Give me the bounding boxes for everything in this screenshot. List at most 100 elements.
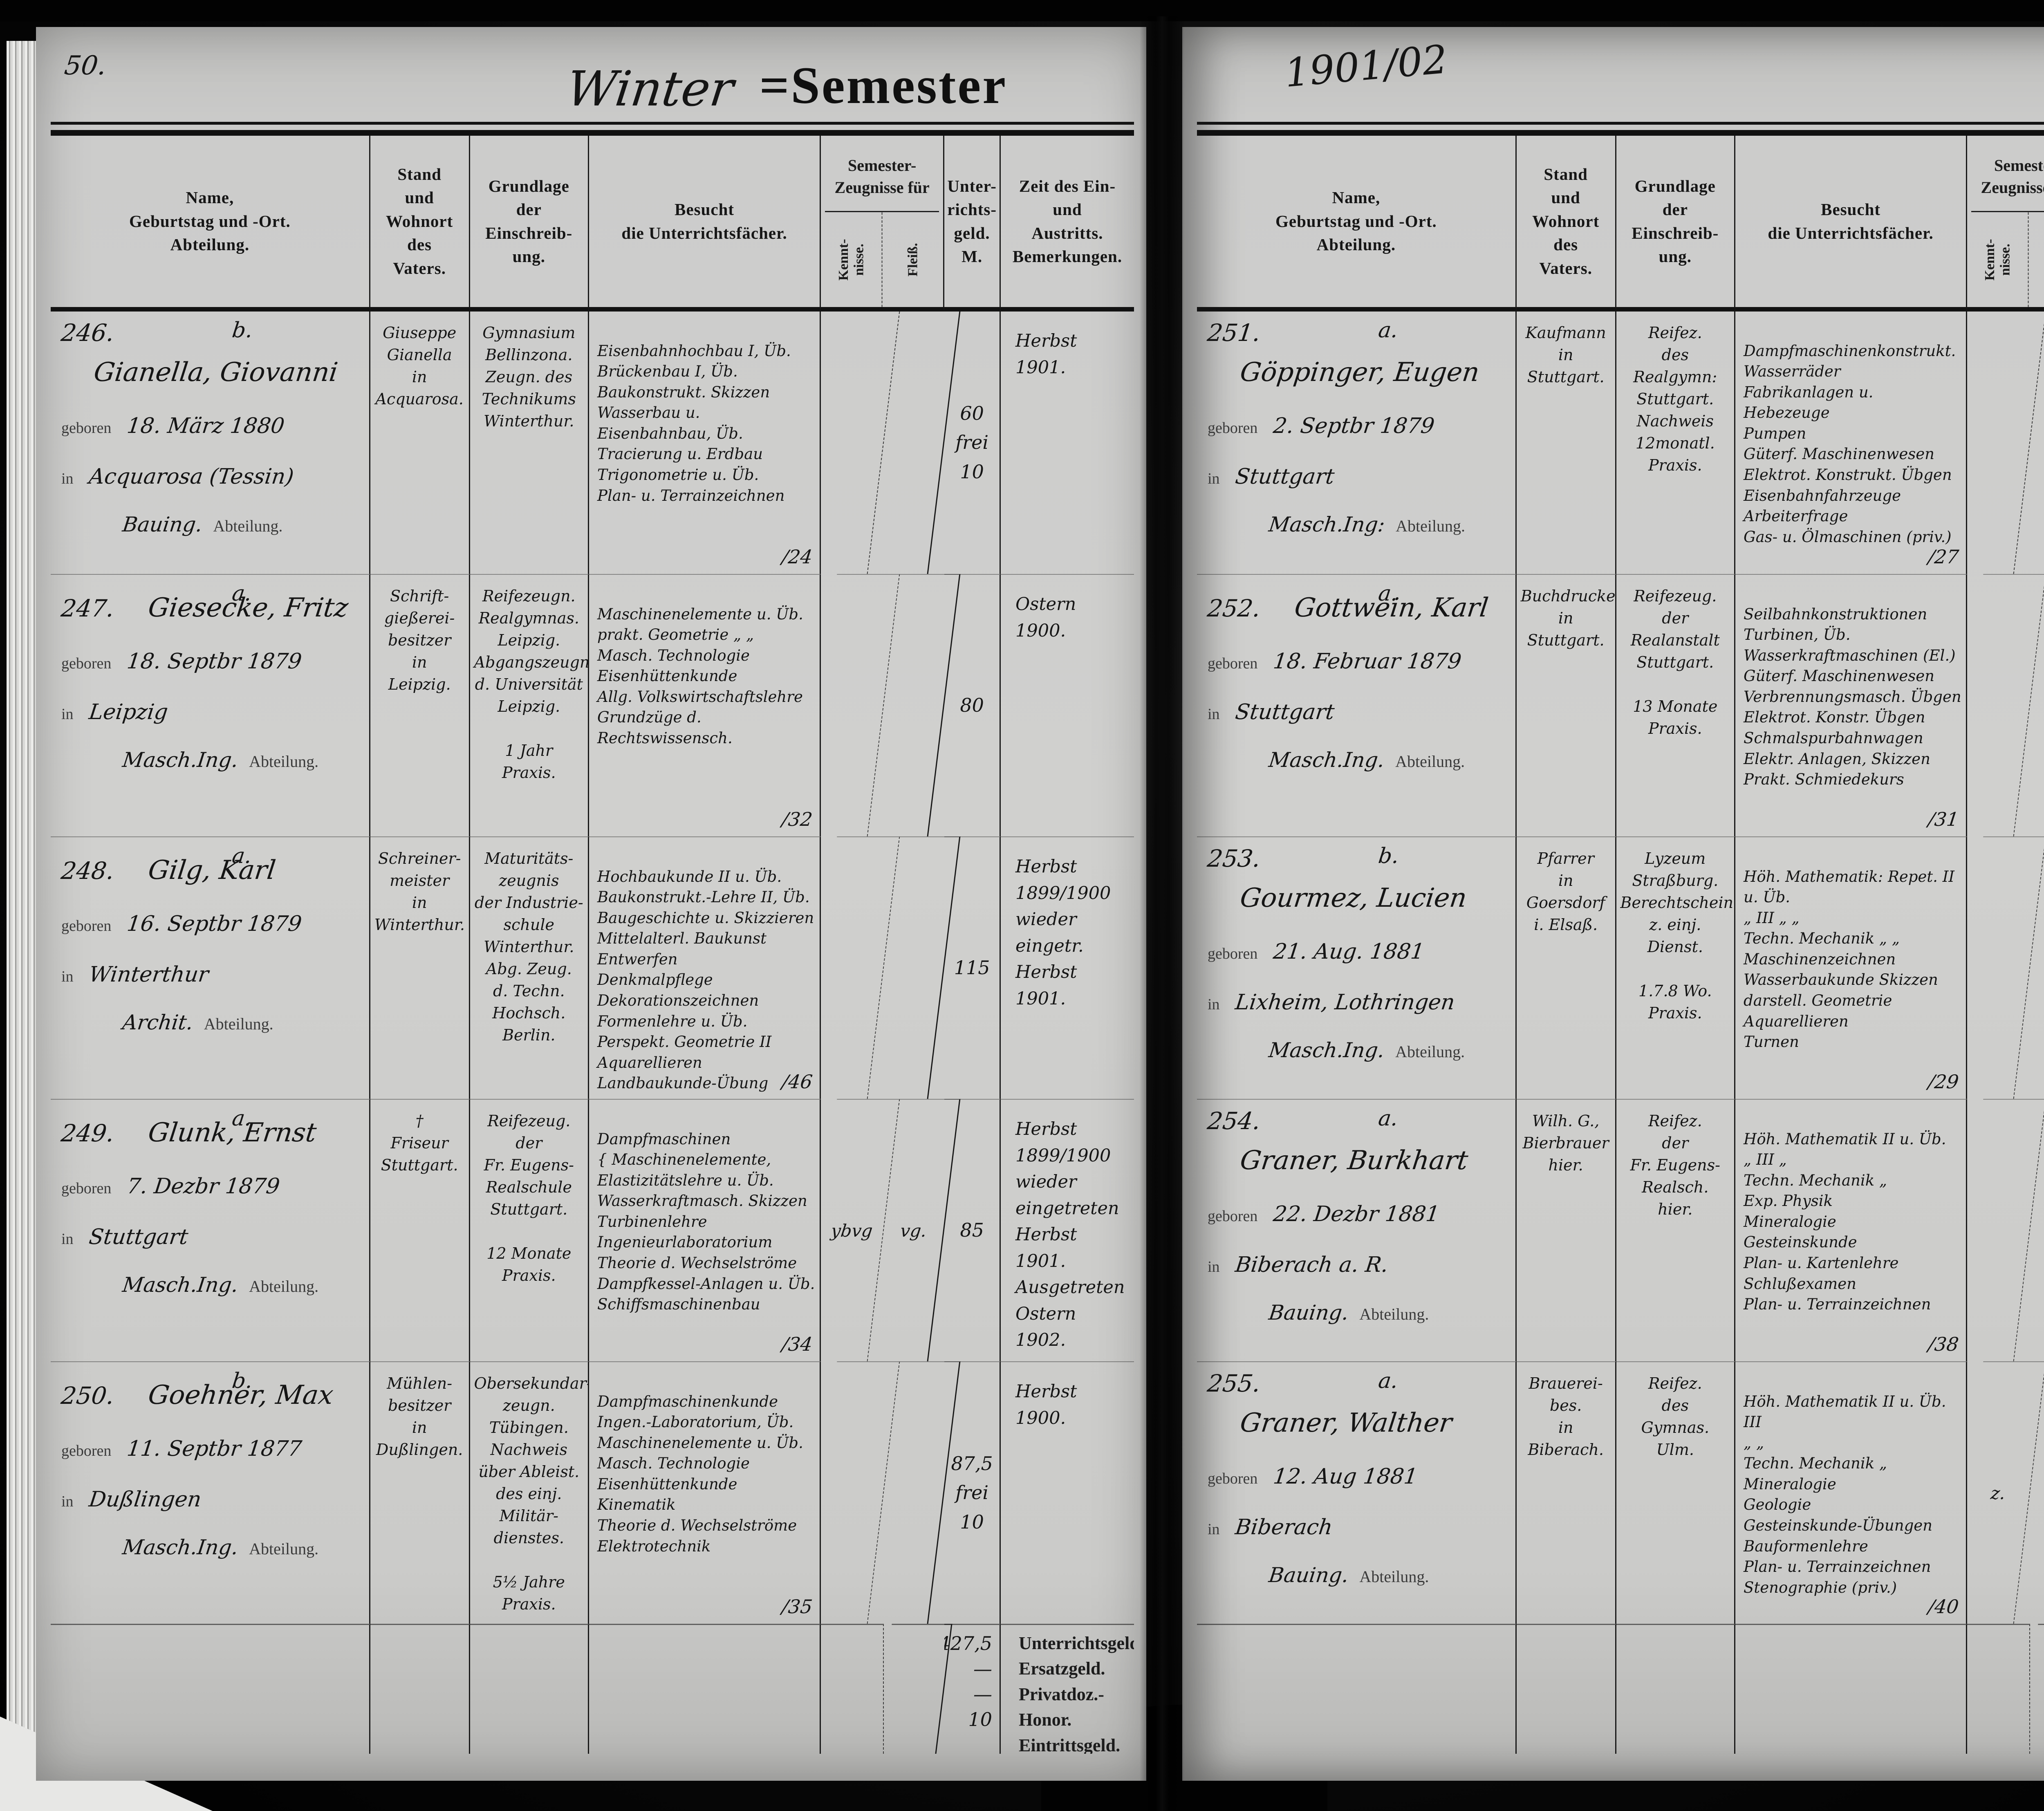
entry-fee-cell: 85	[944, 1099, 1001, 1361]
entry-birthdate-line: geboren 7. Dezbr 1879	[61, 1174, 359, 1199]
book-top-edge	[0, 0, 2044, 21]
col-header-zeugnisse-label: Semester- Zeugnisse für	[825, 136, 939, 212]
entry-number: 248.	[59, 857, 116, 885]
entry-birthdate: 2. Septbr 1879	[1272, 414, 1436, 438]
geboren-label: geboren	[61, 655, 112, 672]
entry-number: 251.	[1206, 319, 1262, 347]
entry-grundlage-cell: Gymnasium Bellinzona. Zeugn. des Technik…	[470, 312, 589, 574]
entry-name-cell: 248. a. Gilg, Karl geboren 16. Septbr 18…	[51, 836, 370, 1099]
entry-abteilung: Masch.Ing.	[121, 1273, 240, 1297]
book-gutter	[1140, 16, 1185, 1811]
col-header-fleiss: Fleiß.	[905, 242, 921, 276]
entry-grundlage-cell: Reifezeug. der Fr. Eugens- Realschule St…	[470, 1099, 589, 1361]
entry-birthdate: 21. Aug. 1881	[1272, 939, 1426, 964]
totals-amounts: 427,5 — — 10	[944, 1624, 1001, 1754]
entry-subjects-cell: Eisenbahnhochbau I, Üb. Brückenbau I, Üb…	[589, 312, 821, 574]
entry-birthdate: 18. Februar 1879	[1272, 649, 1463, 674]
entry-birthplace-line: in Stuttgart	[1208, 464, 1505, 489]
entry-abteilung-line: Masch.Ing. Abteilung.	[1267, 748, 1505, 772]
entry-number: 252.	[1206, 594, 1262, 622]
entry-fee-cell: 80	[944, 574, 1001, 836]
entry-number: 250.	[59, 1382, 116, 1410]
entry-birthdate-line: geboren 18. Februar 1879	[1208, 649, 1505, 674]
entry-name-cell: 255. a. Graner, Walther geboren 12. Aug …	[1197, 1361, 1517, 1624]
entry-student-name: Giesecke, Fritz	[146, 593, 350, 623]
col-header-stand: Stand und Wohnort des Vaters.	[1516, 136, 1616, 312]
entry-abteilung: Masch.Ing.	[1267, 748, 1386, 772]
entry-birthdate: 16. Septbr 1879	[126, 912, 303, 936]
entry-father-cell: Mühlen- besitzer in Dußlingen.	[370, 1361, 470, 1624]
left-page-stack-edge	[7, 41, 37, 1770]
entry-grundlage-cell: Reifez. des Realgymn: Stuttgart. Nachwei…	[1616, 312, 1736, 574]
entry-subjects-cell: Seilbahnkonstruktionen Turbinen, Üb. Was…	[1735, 574, 1968, 836]
register-table-left: Name, Geburtstag und -Ort. Abteilung. St…	[51, 122, 1134, 1754]
totals-empty-grundlage	[1616, 1624, 1736, 1754]
entry-abteilung: Masch.Ing.	[1267, 1038, 1386, 1062]
totals-empty-father	[370, 1624, 470, 1754]
geboren-label: geboren	[61, 917, 112, 935]
entry-birthdate: 7. Dezbr 1879	[126, 1174, 281, 1199]
entry-birthplace-line: in Biberach	[1208, 1515, 1505, 1540]
entry-abteilung-line: Masch.Ing. Abteilung.	[1267, 1038, 1505, 1062]
in-label: in	[61, 1493, 74, 1510]
abteilung-label: Abteilung.	[213, 517, 283, 535]
entry-name-cell: 249. a. Glunk, Ernst geboren 7. Dezbr 18…	[51, 1099, 370, 1361]
col-header-zeugnisse: Semester- Zeugnisse für Kennt- nisse. Fl…	[821, 136, 945, 312]
entry-subjects: Dampfmaschinenkonstrukt. Wasserräder Fab…	[1744, 342, 1956, 546]
entry-grundlage-cell: Reifez. der Fr. Eugens- Realsch. hier.	[1616, 1099, 1736, 1361]
totals-empty-father	[1516, 1624, 1616, 1754]
entry-name-cell: 247. a. Giesecke, Fritz geboren 18. Sept…	[51, 574, 370, 836]
page-right: 1901/02 51 Name, Geburtstag und -Ort. Ab…	[1182, 27, 2044, 1781]
semester-title-printed: =Semester	[759, 56, 1007, 114]
entry-birthdate-line: geboren 11. Septbr 1877	[61, 1437, 359, 1461]
entry-abteilung: Masch.Ing.	[121, 748, 240, 772]
semester-title: Winter =Semester	[36, 48, 1146, 126]
geboren-label: geboren	[1208, 1208, 1258, 1225]
entry-birthdate: 18. März 1880	[126, 414, 286, 438]
entry-section-letter: b.	[231, 318, 254, 343]
entry-abteilung: Bauing.	[1267, 1301, 1350, 1325]
abteilung-label: Abteilung.	[204, 1015, 273, 1033]
entry-abteilung-line: Archit. Abteilung.	[121, 1011, 359, 1034]
entry-grundlage-cell: Reifez. des Gymnas. Ulm.	[1616, 1361, 1736, 1624]
entry-father-cell: Brauerei- bes. in Biberach.	[1516, 1361, 1616, 1624]
col-header-zeit: Zeit des Ein- und Austritts. Bemerkungen…	[1001, 136, 1134, 312]
totals-empty-grundlage	[470, 1624, 589, 1754]
entry-subjects: Höh. Mathematik: Repet. II u. Üb. „ III …	[1744, 867, 1954, 1051]
entry-grundlage-cell: Reifezeug. der Realanstalt Stuttgart. 13…	[1616, 574, 1736, 836]
entry-birthdate-line: geboren 18. Septbr 1879	[61, 649, 359, 674]
col-header-name: Name, Geburtstag und -Ort. Abteilung.	[51, 136, 370, 312]
col-header-kenntnisse: Kennt- nisse.	[1967, 212, 2029, 307]
entry-student-name: Göppinger, Eugen	[1238, 357, 1481, 388]
abteilung-label: Abteilung.	[1359, 1305, 1429, 1323]
entry-abteilung-line: Masch.Ing. Abteilung.	[121, 748, 359, 772]
geboren-label: geboren	[1208, 945, 1258, 962]
entry-birthplace-line: in Acquarosa (Tessin)	[61, 464, 359, 489]
geboren-label: geboren	[61, 419, 112, 437]
geboren-label: geboren	[1208, 655, 1258, 672]
year-handwritten: 1901/02	[1282, 36, 1449, 96]
entry-number: 253.	[1206, 845, 1262, 872]
entry-birthplace-line: in Leipzig	[61, 700, 359, 724]
entry-birthplace: Biberach a. R.	[1234, 1253, 1390, 1277]
totals-empty-subjects	[589, 1624, 821, 1754]
entry-birthplace: Dußlingen	[87, 1487, 203, 1512]
entry-birthplace-line: in Biberach a. R.	[1208, 1253, 1505, 1277]
entry-subjects-cell: Höh. Mathematik: Repet. II u. Üb. „ III …	[1735, 836, 1968, 1099]
entry-abteilung: Masch.Ing:	[1267, 513, 1387, 536]
col-header-kenntnisse: Kennt- nisse.	[821, 212, 883, 307]
col-header-name: Name, Geburtstag und -Ort. Abteilung.	[1197, 136, 1517, 312]
entry-birthdate-line: geboren 21. Aug. 1881	[1208, 939, 1505, 964]
entry-name-cell: 250. b. Goehner, Max geboren 11. Septbr …	[51, 1361, 370, 1624]
entry-name-cell: 253. b. Gourmez, Lucien geboren 21. Aug.…	[1197, 836, 1517, 1099]
entry-number: 249.	[59, 1119, 116, 1147]
col-header-fleiss: Fleiß.	[2029, 212, 2044, 307]
entry-abteilung: Bauing.	[121, 513, 204, 536]
totals-empty-kenntnisse	[1967, 1624, 2030, 1754]
col-header-zeugnisse: Semester- Zeugnisse für Kennt- nisse. Fl…	[1967, 136, 2044, 312]
abteilung-label: Abteilung.	[249, 1540, 319, 1558]
entry-abteilung: Bauing.	[1267, 1563, 1350, 1587]
in-label: in	[61, 968, 74, 985]
entry-grundlage-cell: Lyzeum Straßburg. Berechtschein z. einj.…	[1616, 836, 1736, 1099]
